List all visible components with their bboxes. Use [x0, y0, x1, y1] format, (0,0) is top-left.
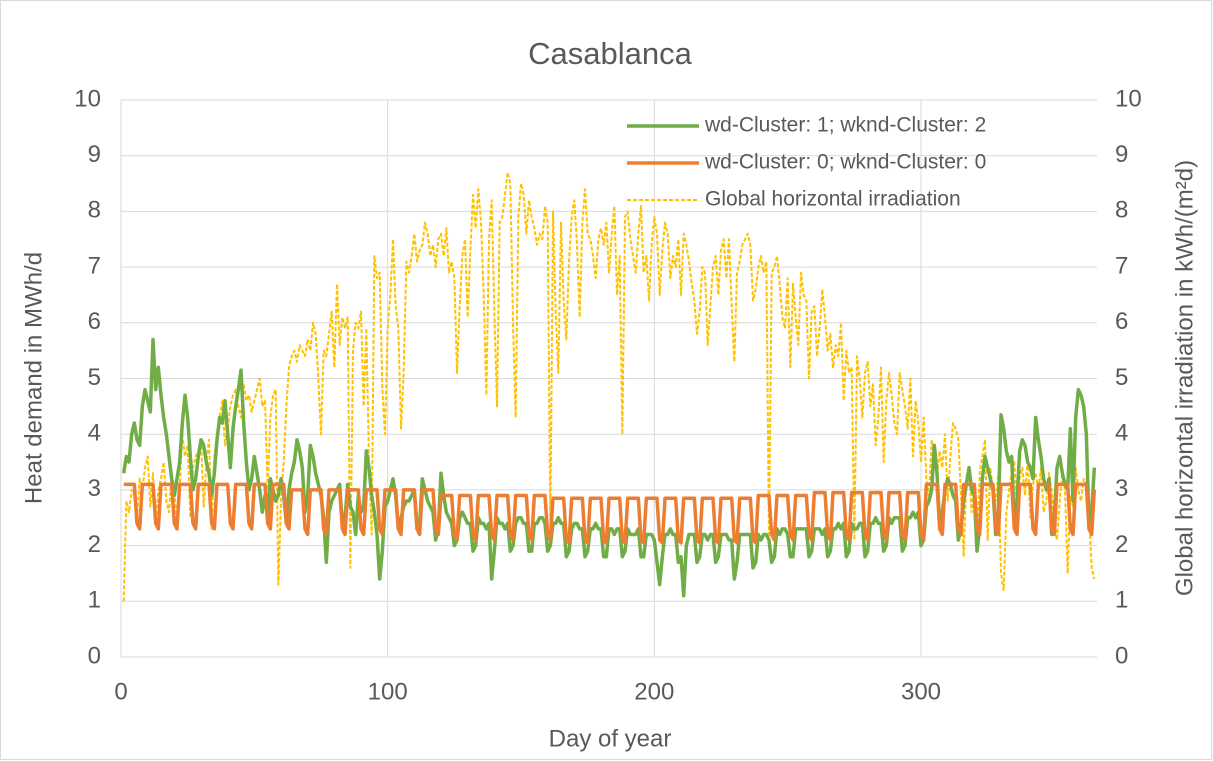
- y2-tick-label: 1: [1115, 587, 1128, 614]
- y-tick-label: 3: [88, 475, 101, 502]
- y-tick-label: 5: [88, 364, 101, 391]
- y-tick-label: 7: [88, 252, 101, 279]
- legend-label: wd-Cluster: 0; wknd-Cluster: 0: [704, 151, 986, 174]
- x-tick-label: 200: [634, 678, 674, 705]
- series-line: [122, 171, 1096, 602]
- y-tick-label: 9: [88, 141, 101, 168]
- y2-tick-label: 8: [1115, 197, 1128, 224]
- y-tick-label: 2: [88, 531, 101, 558]
- x-tick-label: 300: [901, 678, 941, 705]
- y-axis-label: Heat demand in MWh/d: [20, 252, 47, 504]
- y2-tick-label: 6: [1115, 308, 1128, 335]
- grid: [120, 99, 1097, 658]
- x-tick-label: 0: [114, 678, 127, 705]
- y2-tick-label: 0: [1115, 642, 1128, 669]
- y2-tick-label: 7: [1115, 252, 1128, 279]
- y2-tick-label: 3: [1115, 475, 1128, 502]
- plot-lines: [121, 171, 1097, 602]
- x-tick-label: 100: [368, 678, 408, 705]
- y2-axis-label: Global horizontal irradiation in kWh/(m²…: [1171, 160, 1198, 596]
- y-tick-label: 8: [88, 197, 101, 224]
- chart-title: Casablanca: [528, 36, 692, 71]
- y-tick-label: 6: [88, 308, 101, 335]
- legend-label: wd-Cluster: 1; wknd-Cluster: 2: [704, 114, 986, 137]
- legend-label: Global horizontal irradiation: [705, 188, 961, 211]
- y-tick-label: 10: [74, 85, 101, 112]
- y2-tick-label: 2: [1115, 531, 1128, 558]
- y2-tick-label: 10: [1115, 85, 1142, 112]
- y-tick-label: 1: [88, 587, 101, 614]
- y2-tick-label: 5: [1115, 364, 1128, 391]
- y2-tick-label: 4: [1115, 420, 1128, 447]
- x-axis-label: Day of year: [549, 725, 672, 752]
- y-tick-label: 4: [88, 420, 101, 447]
- series-line: [123, 482, 1097, 545]
- y-tick-label: 0: [88, 642, 101, 669]
- y2-tick-label: 9: [1115, 141, 1128, 168]
